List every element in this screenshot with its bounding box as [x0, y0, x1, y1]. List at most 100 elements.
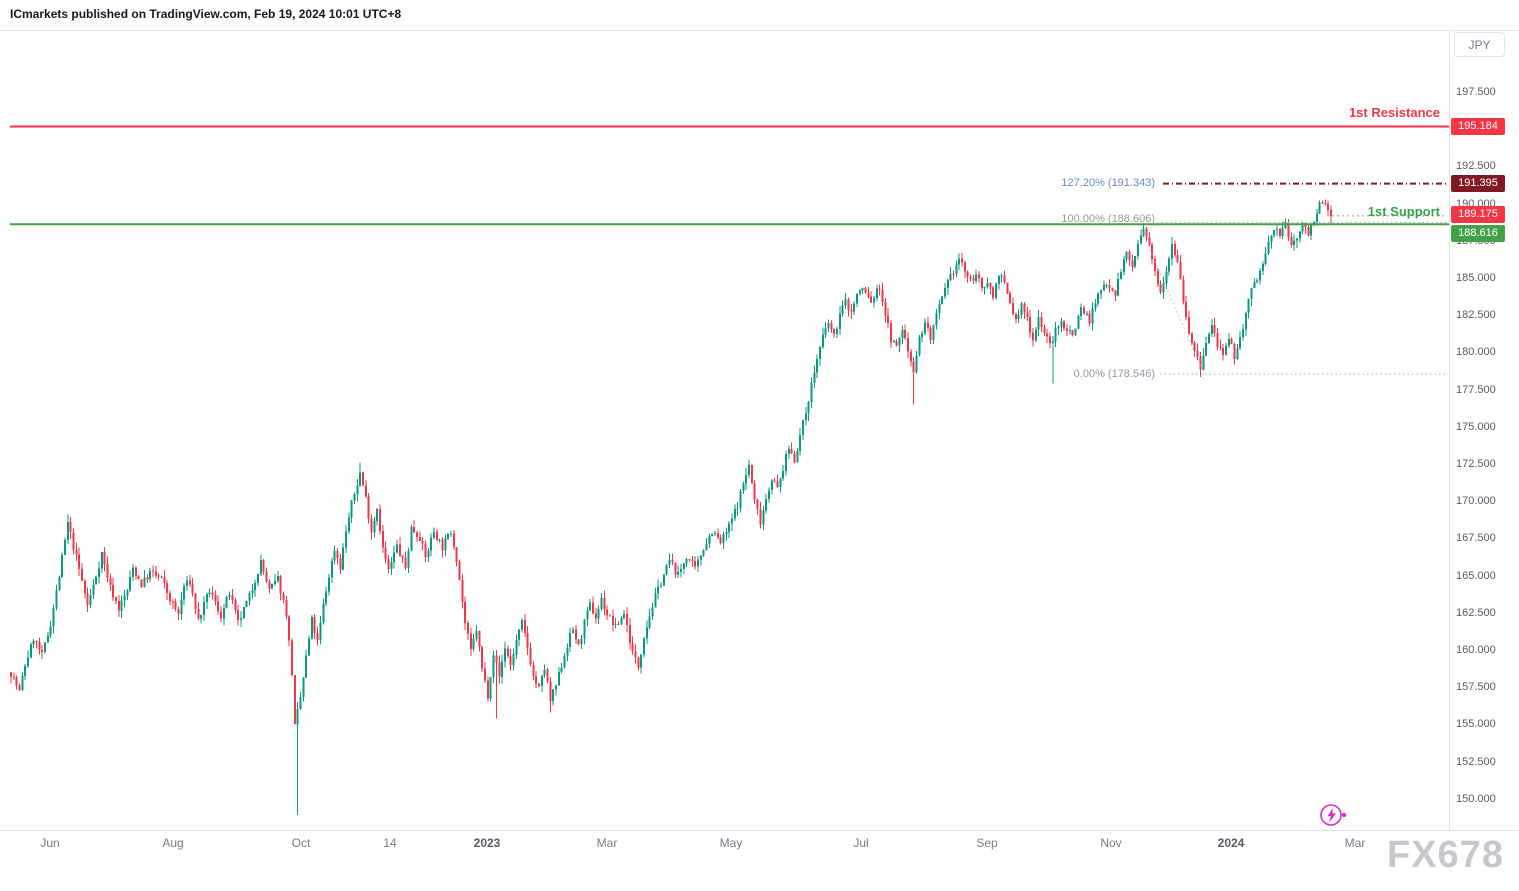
- candle-body: [813, 372, 816, 383]
- candle-body: [1259, 271, 1261, 281]
- currency-badge[interactable]: JPY: [1454, 32, 1505, 57]
- fib-0-label[interactable]: 0.00% (178.546): [1073, 368, 1155, 380]
- candle-body: [137, 576, 140, 580]
- candle-body: [793, 453, 796, 463]
- candle-body: [345, 531, 347, 548]
- candle-body: [1318, 202, 1321, 214]
- candle-body: [285, 599, 288, 617]
- candle-body: [1264, 253, 1267, 264]
- support-line-title[interactable]: 1st Support: [1367, 204, 1440, 219]
- time-axis-label: May: [719, 836, 743, 850]
- candle-body: [12, 676, 15, 678]
- candle-body: [1049, 336, 1051, 344]
- candle-body: [1128, 252, 1131, 261]
- candle-body: [61, 554, 64, 577]
- candle-body: [694, 561, 697, 567]
- candle-body: [452, 533, 455, 548]
- time-axis-label: Aug: [162, 836, 184, 850]
- candle-body: [424, 543, 427, 557]
- candle-body: [1031, 332, 1034, 341]
- candle-body: [705, 544, 708, 551]
- price-axis-border[interactable]: [1449, 30, 1450, 830]
- candle-body: [1162, 283, 1165, 293]
- candle-body: [958, 258, 961, 265]
- fib-127-label[interactable]: 127.20% (191.343): [1061, 177, 1155, 189]
- candle-body: [989, 282, 992, 288]
- candle-body: [313, 616, 316, 634]
- candle-body: [458, 561, 461, 581]
- candle-body: [589, 602, 592, 611]
- candle-body: [861, 287, 864, 291]
- candle-body: [512, 654, 515, 665]
- candle-body: [308, 638, 311, 656]
- candle-body: [1298, 231, 1301, 239]
- candle-body: [756, 499, 759, 509]
- candle-body: [367, 496, 370, 519]
- candle-body: [120, 600, 123, 611]
- candle-body: [1051, 341, 1054, 344]
- candle-body: [430, 537, 433, 551]
- candle-body: [27, 657, 29, 666]
- candle-body: [532, 664, 535, 677]
- candle-body: [63, 539, 66, 555]
- candle-body: [257, 574, 259, 583]
- candle-body: [1270, 235, 1273, 242]
- candle-body: [688, 559, 691, 561]
- candle-body: [208, 592, 211, 595]
- candle-body: [1091, 308, 1094, 324]
- time-axis-border[interactable]: [0, 830, 1519, 831]
- candle-body: [481, 647, 484, 669]
- candle-body: [1054, 327, 1057, 342]
- price-tick-label: 162.500: [1456, 606, 1496, 619]
- candle-body: [183, 586, 186, 600]
- candle-body: [1207, 334, 1210, 343]
- candle-body: [242, 607, 245, 618]
- candle-body: [924, 322, 927, 334]
- candle-body: [617, 623, 620, 625]
- resistance-line-title[interactable]: 1st Resistance: [1348, 105, 1440, 120]
- fib-100-label[interactable]: 100.00% (188.606): [1061, 213, 1155, 225]
- candle-body: [347, 517, 350, 532]
- candle-body: [648, 616, 651, 628]
- candle-body: [722, 534, 725, 544]
- candle-body: [69, 522, 72, 533]
- candle-body: [804, 413, 807, 420]
- candle-body: [631, 643, 634, 652]
- candle-body: [929, 328, 932, 340]
- time-axis-label: Mar: [596, 836, 618, 850]
- candle-body: [543, 669, 546, 676]
- candle-body: [387, 559, 390, 570]
- candle-body: [177, 608, 180, 614]
- candle-body: [265, 571, 268, 582]
- candle-body: [1071, 330, 1074, 335]
- candle-body: [220, 611, 223, 619]
- candle-body: [475, 630, 478, 639]
- candle-body: [370, 518, 373, 533]
- candle-body: [72, 532, 75, 550]
- candle-body: [963, 262, 966, 272]
- candle-body: [1202, 355, 1205, 370]
- fib-trend-line[interactable]: [1138, 224, 1205, 375]
- candle-body: [1063, 321, 1066, 329]
- event-lightning-icon[interactable]: [1318, 801, 1348, 829]
- candle-body: [594, 613, 597, 619]
- candle-body: [1230, 339, 1233, 344]
- candle-body: [816, 358, 819, 373]
- candle-body: [262, 559, 265, 572]
- candle-body: [350, 500, 353, 518]
- candle-body: [254, 582, 257, 590]
- candle-body: [926, 322, 929, 328]
- candle-body: [671, 560, 674, 563]
- candle-body: [1100, 290, 1103, 294]
- candle-body: [864, 287, 867, 293]
- candle-body: [467, 622, 469, 634]
- candle-body: [396, 544, 399, 553]
- candle-body: [1290, 237, 1293, 245]
- candle-body: [1256, 280, 1259, 282]
- candle-body: [1278, 229, 1281, 237]
- candle-body: [591, 602, 594, 614]
- candle-body: [160, 576, 163, 578]
- candle-body: [611, 616, 614, 626]
- price-tick-label: 177.500: [1456, 383, 1496, 396]
